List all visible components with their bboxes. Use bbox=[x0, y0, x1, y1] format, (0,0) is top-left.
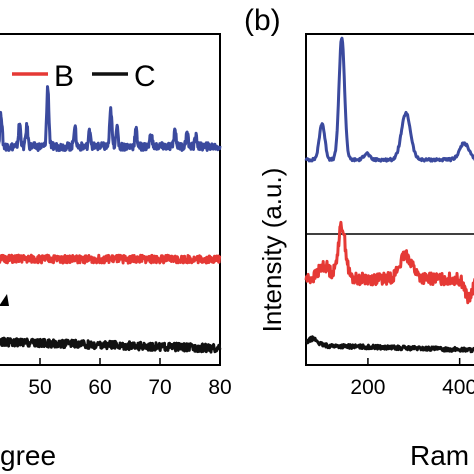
series-line-trace-0 bbox=[0, 85, 222, 152]
x-tick-label: 50 bbox=[28, 376, 51, 399]
panel-a-x-ticks bbox=[39, 358, 221, 365]
legend-label-B: B bbox=[54, 60, 74, 93]
panel-b-x-tick-labels: 200 400 bbox=[350, 376, 474, 399]
series-line-trace-0 bbox=[304, 36, 474, 163]
panel-b-series-group bbox=[304, 36, 474, 354]
legend-label-C: C bbox=[134, 60, 156, 93]
series-line-C bbox=[0, 336, 222, 354]
x-tick-label: 200 bbox=[350, 376, 385, 399]
x-tick-label: 70 bbox=[148, 376, 171, 399]
panel-a-frame bbox=[0, 33, 221, 366]
panel-b-x-axis-label: Ram bbox=[410, 440, 469, 471]
panel-b-y-axis-label: Intensity (a.u.) bbox=[257, 168, 287, 333]
panel-a: 50 60 70 80 B C gree bbox=[0, 33, 232, 471]
panel-a-x-axis-label: gree bbox=[0, 440, 56, 471]
triangle-marker bbox=[0, 294, 9, 306]
x-tick-label: 80 bbox=[208, 376, 231, 399]
series-line-trace-1 bbox=[304, 220, 474, 305]
x-tick-label: 60 bbox=[88, 376, 111, 399]
panel-a-series-group bbox=[0, 85, 222, 354]
panel-a-legend: B C bbox=[12, 60, 156, 93]
panel-b-label: (b) bbox=[244, 4, 281, 37]
x-tick-label: 400 bbox=[442, 376, 474, 399]
panel-b-x-ticks bbox=[367, 358, 461, 365]
panel-b-frame bbox=[305, 33, 474, 366]
panel-a-x-tick-labels: 50 60 70 80 bbox=[28, 376, 231, 399]
panel-b: (b) 200 400 Intensity (a.u.) Ram bbox=[244, 4, 474, 471]
series-line-B bbox=[0, 253, 222, 265]
series-line-trace-2 bbox=[305, 335, 474, 354]
